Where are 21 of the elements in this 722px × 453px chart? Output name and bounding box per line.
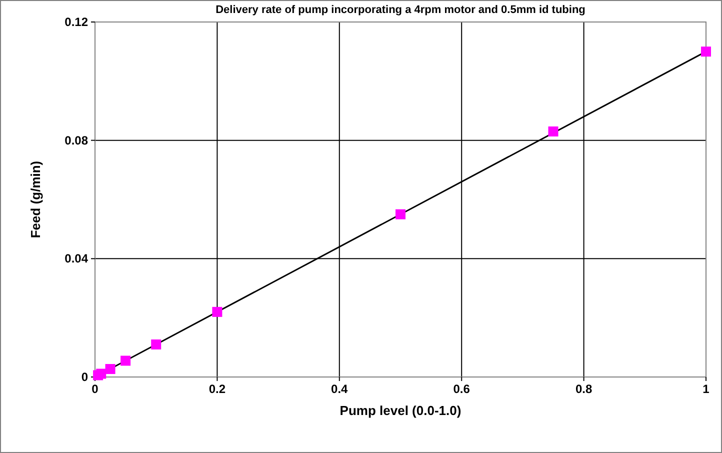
point: [151, 339, 162, 350]
point: [548, 126, 558, 136]
point: [701, 46, 711, 57]
x-axis-title: Pump level (0.0-1.0): [340, 403, 462, 418]
y-tick-label: 0.08: [64, 133, 88, 148]
x-tick-label: 0.6: [453, 382, 470, 396]
x-tick-label: 1: [702, 382, 710, 396]
point: [120, 356, 131, 366]
y-axis-title: Feed (g/min): [28, 160, 43, 238]
point: [96, 368, 106, 379]
x-tick-label: 0.2: [208, 382, 226, 396]
x-tick-label: 0.4: [331, 382, 348, 396]
y-tick-label: 0.12: [64, 15, 88, 29]
y-tick-label: 0: [81, 370, 88, 384]
x-tick-label: 0.8: [575, 382, 592, 396]
point: [105, 364, 116, 374]
y-tick-label: 0.04: [64, 252, 88, 266]
point: [396, 209, 406, 220]
x-tick-label: 0: [92, 382, 99, 396]
chart-title: Delivery rate of pump incorporating a 4rpm motor and 0.5mm id tubing: [216, 4, 586, 16]
point: [212, 306, 222, 317]
